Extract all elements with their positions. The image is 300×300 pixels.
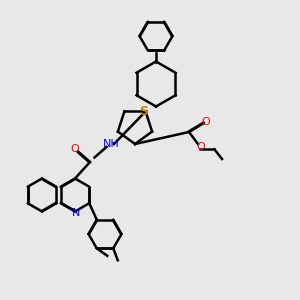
Text: O: O <box>70 144 79 154</box>
Text: N: N <box>71 208 80 218</box>
Text: O: O <box>196 142 205 152</box>
Text: O: O <box>201 116 210 127</box>
Text: NH: NH <box>103 139 119 149</box>
Text: S: S <box>140 105 148 118</box>
